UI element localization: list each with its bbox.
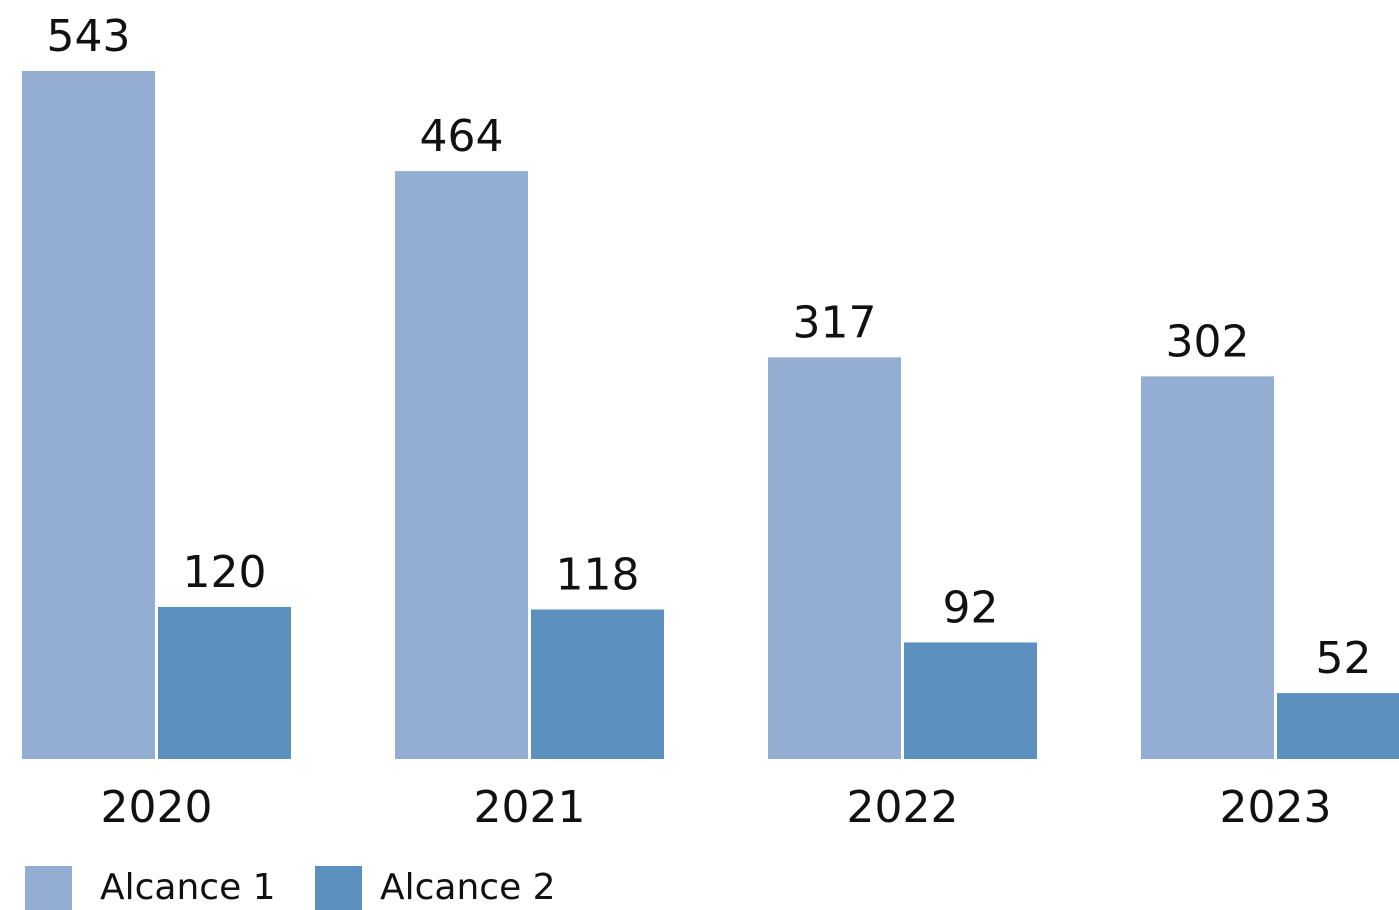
legend-label: Alcance 1 bbox=[100, 867, 276, 908]
value-label: 120 bbox=[183, 547, 267, 598]
value-label: 464 bbox=[420, 111, 504, 162]
bar bbox=[158, 606, 291, 759]
value-label: 92 bbox=[943, 582, 999, 633]
bar bbox=[22, 71, 155, 759]
value-label: 543 bbox=[47, 11, 131, 62]
x-tick-label: 2020 bbox=[101, 782, 213, 833]
bar bbox=[904, 642, 1037, 759]
bar bbox=[768, 357, 901, 759]
value-label: 118 bbox=[556, 549, 640, 600]
legend-swatch bbox=[25, 866, 72, 910]
bar bbox=[1277, 693, 1399, 759]
x-tick-label: 2021 bbox=[474, 782, 586, 833]
x-tick-label: 2023 bbox=[1220, 782, 1332, 833]
value-label: 52 bbox=[1316, 633, 1372, 684]
bar bbox=[531, 609, 664, 759]
x-tick-label: 2022 bbox=[847, 782, 959, 833]
legend-swatch bbox=[315, 866, 362, 910]
value-label: 302 bbox=[1166, 316, 1250, 367]
bar bbox=[1141, 376, 1274, 759]
bar bbox=[395, 171, 528, 759]
legend-label: Alcance 2 bbox=[380, 867, 556, 908]
value-label: 317 bbox=[793, 297, 877, 348]
